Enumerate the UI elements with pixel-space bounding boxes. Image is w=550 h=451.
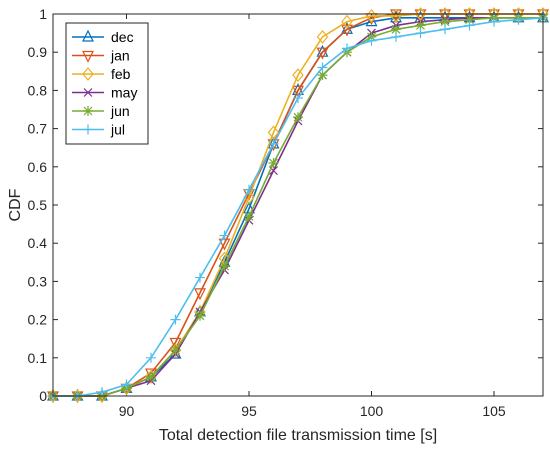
legend-item-jul: jul xyxy=(72,122,125,138)
data-point-jul xyxy=(268,138,279,149)
data-point-jul xyxy=(317,62,328,73)
legend-swatch-marker xyxy=(83,88,93,97)
legend-swatch-marker xyxy=(82,29,94,42)
legend-label: jan xyxy=(110,48,130,64)
data-point-jun xyxy=(391,24,401,35)
y-tick-label: 0.7 xyxy=(28,121,48,137)
data-point-jun xyxy=(440,16,450,27)
data-point-jul xyxy=(391,31,401,42)
data-point-jul xyxy=(464,20,475,31)
y-tick-label: 0.8 xyxy=(28,82,48,98)
data-point-jan xyxy=(316,47,329,60)
x-tick-label: 105 xyxy=(482,403,506,419)
legend-item-jun: jun xyxy=(72,103,130,119)
y-tick-label: 0.1 xyxy=(28,350,48,366)
data-point-jun xyxy=(244,211,254,222)
data-point-feb xyxy=(341,14,353,29)
y-tick-label: 0.6 xyxy=(28,159,48,175)
data-point-feb xyxy=(96,389,108,403)
legend-label: may xyxy=(111,85,137,101)
data-point-feb xyxy=(292,68,304,83)
legend-label: feb xyxy=(111,66,131,82)
data-point-jan xyxy=(194,288,206,301)
legend-item-jan: jan xyxy=(72,48,130,64)
series-jul xyxy=(48,12,548,401)
data-point-jun xyxy=(195,310,205,321)
y-tick-label: 0.3 xyxy=(28,273,48,289)
legend-item-dec: dec xyxy=(72,29,134,45)
plot-frame xyxy=(52,13,544,397)
data-point-feb xyxy=(47,389,59,403)
legend-swatch-marker xyxy=(82,67,94,81)
data-point-jun xyxy=(146,371,156,382)
data-point-jun xyxy=(219,261,230,272)
legend-box xyxy=(65,22,149,145)
data-point-jul xyxy=(170,314,181,325)
data-point-feb xyxy=(71,389,84,403)
data-point-jul xyxy=(415,28,426,39)
data-point-jul xyxy=(293,93,303,104)
data-point-jun xyxy=(464,14,475,25)
legend-label: dec xyxy=(111,29,134,45)
y-axis-label: CDF xyxy=(7,188,24,221)
y-tick-label: 0.4 xyxy=(28,235,48,251)
y-tick-label: 0.2 xyxy=(28,312,48,328)
legend-swatch-marker xyxy=(83,124,93,135)
x-tick-label: 90 xyxy=(119,403,135,419)
data-point-jan xyxy=(169,337,182,350)
y-tick-label: 0.9 xyxy=(28,44,48,60)
axes: 90 95 100 105 0 0.1 0.2 0.3 0.4 0.5 0.6 0.7 0.8 0.9 1 xyxy=(28,6,543,419)
data-point-jun xyxy=(268,157,279,168)
legend-label: jul xyxy=(110,122,125,138)
data-point-jul xyxy=(513,14,524,25)
data-point-jan xyxy=(439,9,451,22)
data-point-jun xyxy=(415,20,426,31)
x-tick-label: 100 xyxy=(360,403,384,419)
data-point-jun xyxy=(317,70,328,81)
data-point-feb xyxy=(145,369,157,384)
data-point-jul xyxy=(244,184,254,195)
data-point-feb xyxy=(316,29,329,44)
data-point-jul xyxy=(366,35,377,46)
data-point-dec xyxy=(365,14,378,27)
y-tick-label: 0 xyxy=(39,388,47,404)
data-point-jul xyxy=(489,16,499,27)
x-tick-label: 95 xyxy=(241,403,257,419)
data-point-jun xyxy=(293,112,303,123)
data-point-jan xyxy=(341,24,353,37)
legend-swatch-marker xyxy=(83,106,93,116)
legend-label: jun xyxy=(110,103,130,119)
legend-item-feb: feb xyxy=(72,66,131,82)
legend: dec jan feb may jun jul xyxy=(65,22,149,145)
data-point-feb xyxy=(414,7,427,21)
legend-swatch-marker xyxy=(82,50,94,63)
data-point-jan xyxy=(292,85,304,98)
legend-item-may: may xyxy=(72,85,137,101)
y-tick-label: 0.5 xyxy=(28,197,48,213)
data-point-dec xyxy=(316,44,329,57)
data-point-jul xyxy=(195,272,205,283)
data-point-jul xyxy=(440,24,450,35)
data-point-jul xyxy=(146,352,156,363)
data-point-jul xyxy=(219,230,230,241)
data-point-jul xyxy=(121,379,132,390)
data-point-jun xyxy=(170,345,181,356)
y-tick-label: 1 xyxy=(39,6,47,22)
x-axis-label: Total detection file transmission time [… xyxy=(159,427,437,444)
data-point-feb xyxy=(267,125,280,140)
data-point-jul xyxy=(342,43,352,54)
data-point-jan xyxy=(414,9,427,22)
